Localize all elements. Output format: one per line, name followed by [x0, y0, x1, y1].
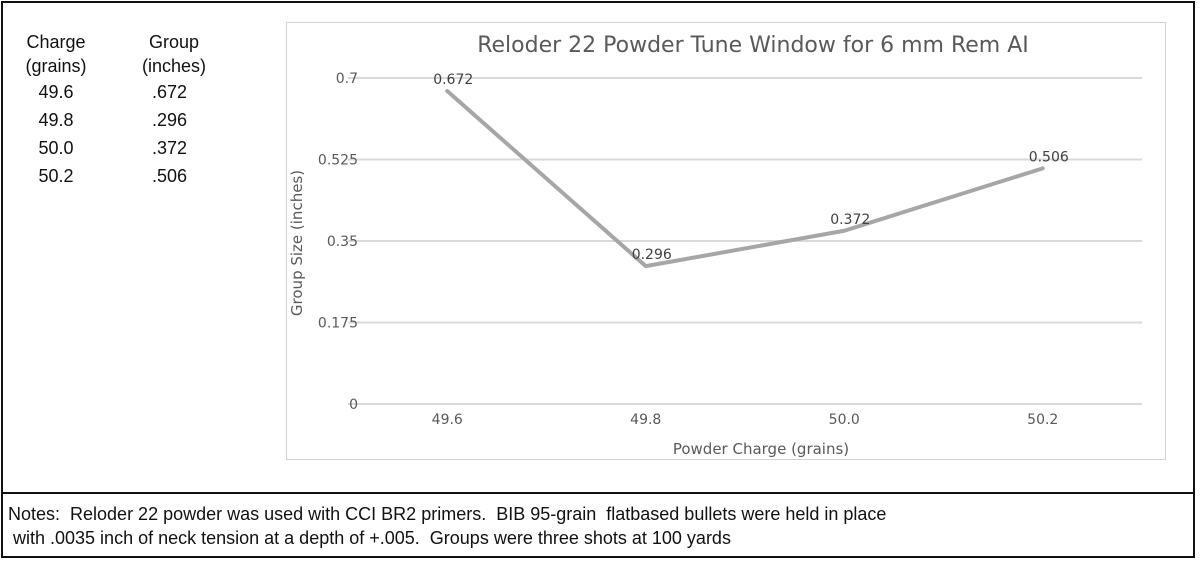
charge-cell: 49.6	[38, 82, 74, 102]
table-row: 49.6 .672	[10, 78, 224, 106]
header-group-label: Group	[148, 32, 200, 52]
data-label: 0.296	[632, 247, 672, 263]
header-group-unit: (inches)	[141, 56, 207, 76]
line-chart: 0 0.175 0.35 0.525 0.7 49.6 49.8 50.0 50.2 0.67…	[288, 33, 1142, 458]
y-axis-title: Group Size (inches)	[288, 170, 306, 316]
table-header-row: Charge (grains) Group (inches)	[10, 30, 224, 78]
group-cell: .372	[152, 138, 188, 158]
notes-line-1: Notes: Reloder 22 powder was used with C…	[8, 504, 887, 524]
y-tick-label: 0.525	[318, 153, 358, 169]
y-tick-label: 0	[349, 397, 358, 413]
chart-title: Reloder 22 Powder Tune Window for 6 mm R…	[477, 33, 1029, 58]
table-row: 50.0 .372	[10, 134, 224, 162]
notes: Notes: Reloder 22 powder was used with C…	[8, 502, 1188, 550]
gridlines	[348, 77, 1142, 405]
group-cell: .672	[152, 82, 188, 102]
charge-group-table: Charge (grains) Group (inches) 49.6 .672…	[10, 30, 224, 190]
data-point	[842, 229, 846, 233]
table-row: 49.8 .296	[10, 106, 224, 134]
notes-divider	[1, 492, 1195, 494]
header-charge: Charge (grains)	[10, 30, 102, 78]
charge-cell: 50.0	[38, 138, 74, 158]
series-group	[445, 89, 1045, 269]
x-tick-label: 49.6	[432, 412, 463, 428]
data-point	[644, 264, 648, 268]
y-tick-label: 0.35	[327, 234, 358, 250]
series-line	[445, 89, 1045, 269]
data-label: 0.372	[830, 212, 870, 228]
group-cell: .506	[152, 166, 188, 186]
notes-line-2: with .0035 inch of neck tension at a dep…	[8, 528, 731, 548]
x-tick-label: 50.2	[1027, 412, 1058, 428]
header-group: Group (inches)	[124, 30, 224, 78]
header-charge-label: Charge	[26, 32, 86, 52]
data-point	[445, 89, 449, 93]
group-cell: .296	[152, 110, 188, 130]
x-tick-label: 50.0	[829, 412, 860, 428]
x-axis-title: Powder Charge (grains)	[673, 440, 849, 458]
x-tick-label: 49.8	[630, 412, 661, 428]
x-tick-labels: 49.6 49.8 50.0 50.2	[432, 412, 1059, 428]
data-labels: 0.672 0.296 0.372 0.506	[433, 72, 1069, 263]
y-tick-label: 0.7	[336, 71, 358, 87]
chart-area-border	[286, 22, 1166, 460]
data-label: 0.506	[1029, 149, 1069, 165]
charge-cell: 50.2	[38, 166, 74, 186]
charge-cell: 49.8	[38, 110, 74, 130]
y-tick-labels: 0 0.175 0.35 0.525 0.7	[318, 71, 358, 413]
table-row: 50.2 .506	[10, 162, 224, 190]
data-point	[1041, 166, 1045, 170]
header-charge-unit: (grains)	[25, 56, 87, 76]
data-label: 0.672	[433, 72, 473, 88]
y-tick-label: 0.175	[318, 316, 358, 332]
